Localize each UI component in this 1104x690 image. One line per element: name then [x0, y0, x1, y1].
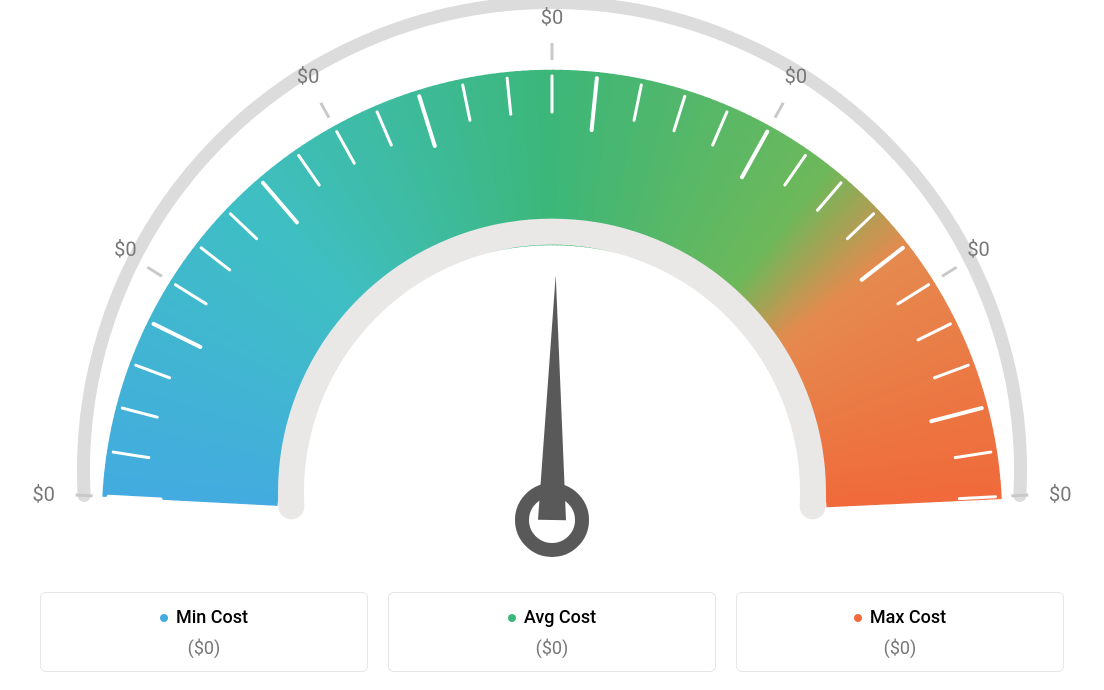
gauge-tick-label: $0	[32, 482, 54, 506]
gauge-tick	[959, 497, 995, 499]
legend-card-max: Max Cost ($0)	[736, 592, 1064, 673]
legend-label-avg: Avg Cost	[524, 607, 596, 628]
legend-dot-min	[160, 614, 168, 622]
legend-title-avg: Avg Cost	[508, 607, 596, 628]
outer-ring-tick	[1011, 495, 1028, 496]
gauge-tick	[109, 497, 161, 500]
legend-card-avg: Avg Cost ($0)	[388, 592, 716, 673]
legend-card-min: Min Cost ($0)	[40, 592, 368, 673]
outer-ring-tick	[321, 103, 329, 118]
legend-value-max: ($0)	[749, 638, 1051, 659]
gauge-tick-label: $0	[297, 64, 319, 88]
outer-ring-tick	[147, 267, 161, 276]
gauge-tick-label: $0	[1049, 482, 1071, 506]
legend-label-max: Max Cost	[870, 607, 946, 628]
gauge-area: $0 $0 $0 $0 $0 $0 $0	[0, 0, 1104, 560]
legend-label-min: Min Cost	[176, 607, 248, 628]
gauge-tick-label: $0	[785, 64, 807, 88]
legend-dot-max	[854, 614, 862, 622]
gauge-tick-label: $0	[967, 237, 989, 261]
gauge-tick-label: $0	[114, 237, 136, 261]
legend-title-min: Min Cost	[160, 607, 248, 628]
gauge-chart-container: $0 $0 $0 $0 $0 $0 $0 Min Cost ($0) Avg Cost ($…	[0, 0, 1104, 690]
outer-ring-tick	[76, 495, 93, 496]
outer-ring-tick	[775, 103, 783, 118]
legend-value-avg: ($0)	[401, 638, 703, 659]
outer-ring-tick	[942, 267, 956, 276]
legend-title-max: Max Cost	[854, 607, 946, 628]
gauge-svg	[0, 0, 1104, 560]
legend-row: Min Cost ($0) Avg Cost ($0) Max Cost ($0…	[40, 592, 1064, 673]
gauge-tick-label: $0	[541, 5, 563, 29]
legend-dot-avg	[508, 614, 516, 622]
legend-value-min: ($0)	[53, 638, 355, 659]
